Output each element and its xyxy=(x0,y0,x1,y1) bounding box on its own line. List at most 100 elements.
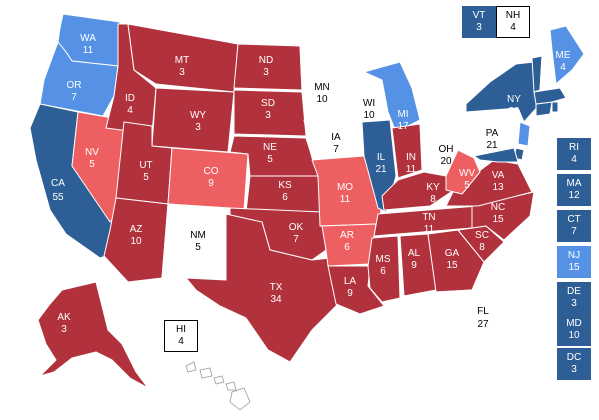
label-KY-abbr: KY xyxy=(426,182,440,193)
label-KY-ev: 8 xyxy=(430,194,436,205)
label-MS-ev: 6 xyxy=(380,266,386,277)
label-CA-abbr: CA xyxy=(51,178,65,189)
label-PA-abbr: PA xyxy=(486,128,499,139)
label-FL-abbr: FL xyxy=(477,306,489,317)
box-DE[interactable]: DE 3 xyxy=(557,282,591,314)
state-ME[interactable] xyxy=(549,25,585,85)
label-NC-ev: 15 xyxy=(492,214,504,225)
label-MO-abbr: MO xyxy=(337,182,353,193)
label-UT-ev: 5 xyxy=(143,172,149,183)
label-IL-abbr: IL xyxy=(377,152,386,163)
label-WA-ev: 11 xyxy=(83,45,94,56)
box-RI[interactable]: RI 4 xyxy=(557,138,591,170)
state-VA[interactable] xyxy=(445,159,533,207)
label-IA-ev: 7 xyxy=(333,144,339,155)
label-GA-abbr: GA xyxy=(445,248,460,259)
box-HI-ev: 4 xyxy=(178,336,184,347)
label-NC-abbr: NC xyxy=(491,202,505,213)
label-SD-abbr: SD xyxy=(261,98,275,109)
label-SD-ev: 3 xyxy=(265,110,271,121)
label-WV-abbr: WV xyxy=(459,168,475,179)
box-RI-abbr: RI xyxy=(569,142,579,153)
label-UT-abbr: UT xyxy=(139,160,152,171)
box-NH-abbr: NH xyxy=(505,10,521,21)
label-ME-abbr: ME xyxy=(556,50,571,61)
label-LA-ev: 9 xyxy=(347,288,353,299)
box-HI[interactable]: HI 4 xyxy=(164,320,198,352)
state-NH[interactable] xyxy=(539,49,555,91)
box-DC[interactable]: DC 3 xyxy=(557,348,591,380)
state-TX[interactable] xyxy=(185,213,339,363)
state-MT[interactable] xyxy=(127,23,239,93)
label-OK-abbr: OK xyxy=(289,222,304,233)
label-SC-abbr: SC xyxy=(475,230,489,241)
state-SD[interactable] xyxy=(233,89,307,137)
state-MD[interactable] xyxy=(473,147,519,163)
box-MA-abbr: MA xyxy=(566,178,582,189)
label-MT-ev: 3 xyxy=(179,67,185,78)
label-MT-abbr: MT xyxy=(175,55,189,66)
box-NH[interactable]: NH 4 xyxy=(496,6,530,38)
state-MN[interactable] xyxy=(299,41,351,119)
label-NY-abbr: NY xyxy=(507,94,521,105)
label-TX-abbr: TX xyxy=(270,282,283,293)
label-OR-abbr: OR xyxy=(67,80,82,91)
state-FL[interactable] xyxy=(403,289,495,361)
label-IN-abbr: IN xyxy=(406,152,416,163)
label-AK-ev: 3 xyxy=(61,324,67,335)
box-DE-abbr: DE xyxy=(567,286,581,297)
box-NH-ev: 4 xyxy=(510,22,516,33)
label-GA-ev: 15 xyxy=(446,260,458,271)
box-NJ-abbr: NJ xyxy=(567,250,581,261)
box-NJ[interactable]: NJ 15 xyxy=(557,246,591,278)
label-TN-abbr: TN xyxy=(422,212,435,223)
box-VT-abbr: VT xyxy=(472,10,486,21)
label-WY-abbr: WY xyxy=(190,110,206,121)
label-MN-abbr: MN xyxy=(314,82,330,93)
label-MI-abbr: MI xyxy=(397,109,408,120)
box-DC-ev: 3 xyxy=(571,364,577,375)
state-AK[interactable] xyxy=(37,281,149,389)
label-TN-ev: 11 xyxy=(424,224,435,235)
label-ID-abbr: ID xyxy=(125,93,135,104)
label-CA-ev: 55 xyxy=(52,192,64,203)
state-HI[interactable] xyxy=(185,361,251,411)
box-DE-ev: 3 xyxy=(571,298,577,309)
label-WI-abbr: WI xyxy=(363,98,375,109)
label-NV-ev: 5 xyxy=(89,159,95,170)
label-AL-ev: 9 xyxy=(411,260,417,271)
label-NM-abbr: NM xyxy=(190,230,206,241)
label-MS-abbr: MS xyxy=(376,254,391,265)
label-NY-ev: 31 xyxy=(508,106,520,117)
label-ID-ev: 4 xyxy=(127,105,133,116)
state-WI[interactable] xyxy=(339,73,379,123)
label-OR-ev: 7 xyxy=(71,92,77,103)
state-RI[interactable] xyxy=(551,101,559,113)
box-MA[interactable]: MA 12 xyxy=(557,174,591,206)
box-RI-ev: 4 xyxy=(571,154,577,165)
label-NE-abbr: NE xyxy=(263,142,277,153)
box-MD[interactable]: MD 10 xyxy=(557,314,591,346)
state-MS[interactable] xyxy=(367,235,401,303)
label-OK-ev: 7 xyxy=(293,234,299,245)
label-OH-abbr: OH xyxy=(439,144,454,155)
label-AK-abbr: AK xyxy=(57,312,71,323)
state-AR[interactable] xyxy=(321,223,377,267)
label-WV-ev: 5 xyxy=(464,180,470,191)
label-MI-ev: 17 xyxy=(397,121,409,132)
state-MA[interactable] xyxy=(533,87,567,105)
state-IN[interactable] xyxy=(391,123,423,179)
box-CT[interactable]: CT 7 xyxy=(557,210,591,242)
label-NE-ev: 5 xyxy=(267,154,273,165)
label-ND-ev: 3 xyxy=(263,67,269,78)
box-VT[interactable]: VT 3 xyxy=(462,6,496,38)
state-NC[interactable] xyxy=(457,191,535,241)
label-NM-ev: 5 xyxy=(195,242,201,253)
box-DC-abbr: DC xyxy=(566,352,582,363)
state-NJ[interactable] xyxy=(517,121,531,147)
state-IL[interactable] xyxy=(361,119,397,213)
label-VA-ev: 13 xyxy=(492,182,504,193)
label-NV-abbr: NV xyxy=(85,147,99,158)
label-OH-ev: 20 xyxy=(440,156,452,167)
